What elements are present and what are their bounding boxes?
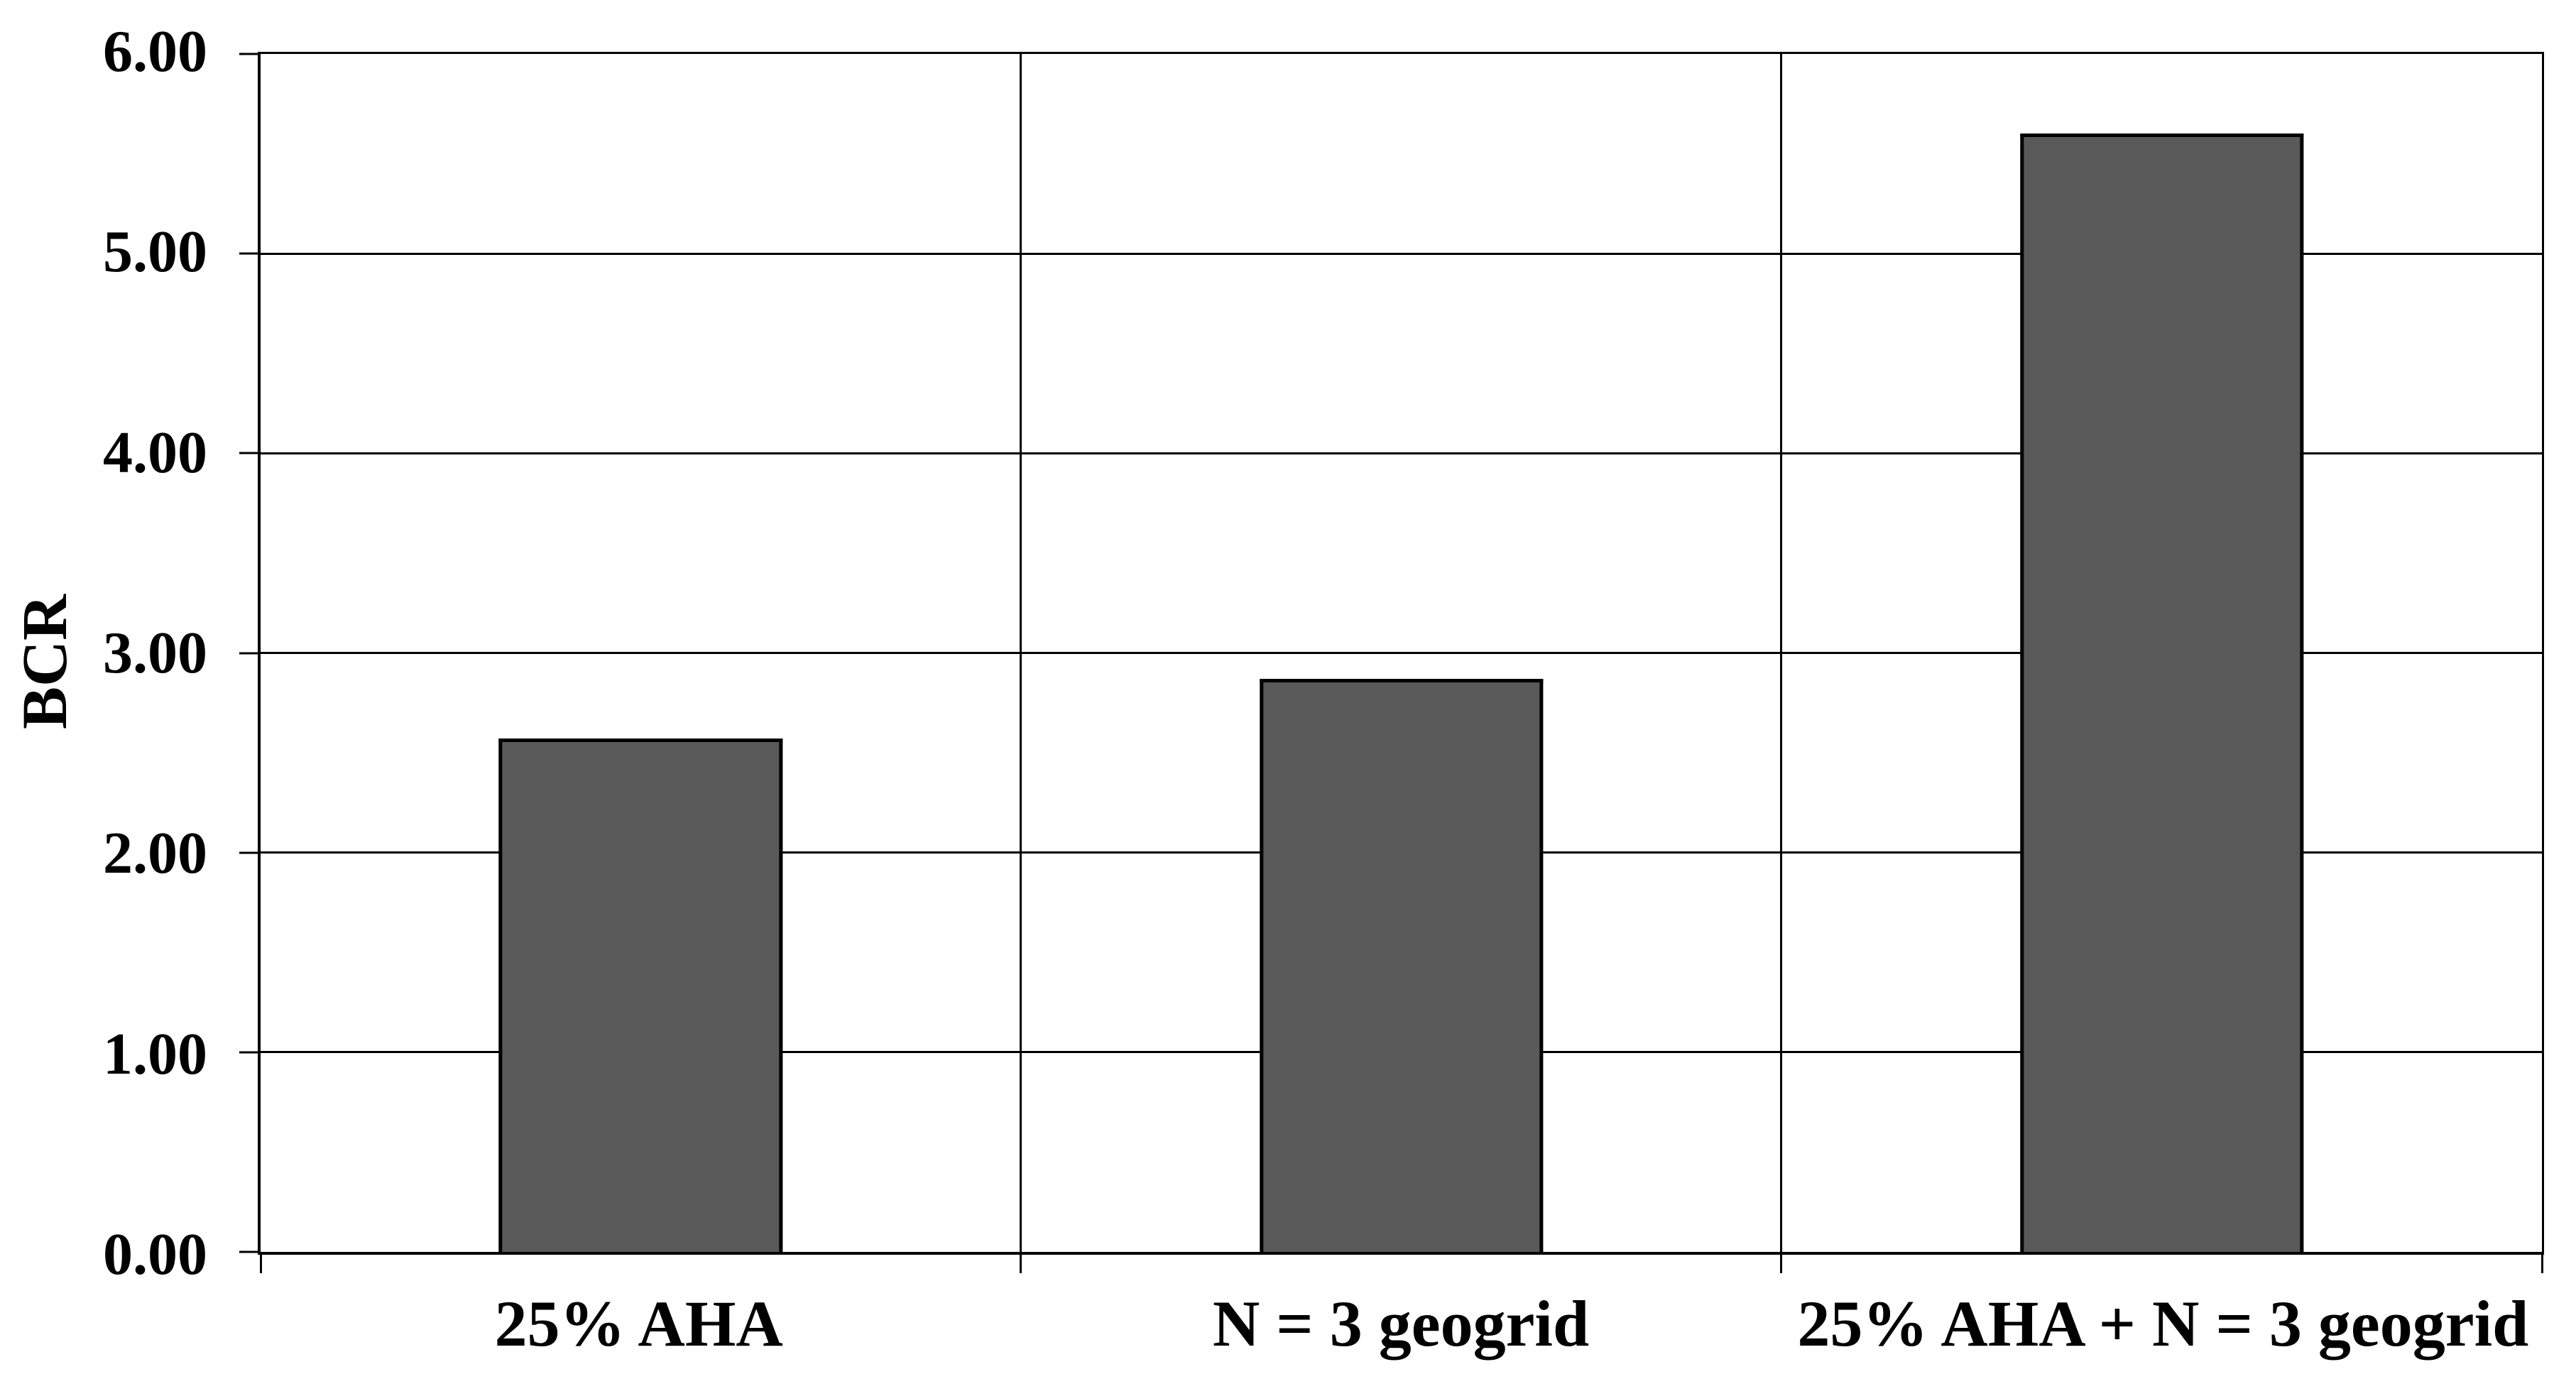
gridline xyxy=(261,252,2542,255)
y-tick-mark xyxy=(239,851,258,854)
gridline xyxy=(261,452,2542,454)
y-tick-mark xyxy=(239,452,258,454)
x-axis-labels: 25% AHA N = 3 geogrid 25% AHA + N = 3 geog… xyxy=(258,1291,2544,1376)
y-tick-mark xyxy=(239,252,258,255)
x-tick-mark xyxy=(1780,1252,1783,1273)
y-tick-label: 2.00 xyxy=(103,820,207,887)
y-tick-mark xyxy=(239,1250,258,1253)
y-tick-label: 1.00 xyxy=(103,1020,207,1087)
y-tick-label: 4.00 xyxy=(103,419,207,486)
plot-area xyxy=(239,52,2544,1273)
category-divider xyxy=(1780,54,1783,1252)
y-tick-label: 3.00 xyxy=(103,620,207,686)
x-category-label: N = 3 geogrid xyxy=(1212,1287,1590,1360)
y-tick-mark xyxy=(239,1051,258,1054)
x-tick-mark xyxy=(259,1252,262,1273)
y-tick-label: 5.00 xyxy=(103,219,207,285)
bar-2 xyxy=(1259,679,1544,1252)
y-tick-mark xyxy=(239,652,258,654)
x-category-label: 25% AHA xyxy=(494,1287,783,1360)
y-tick-label: 6.00 xyxy=(103,18,207,85)
y-tick-mark xyxy=(239,53,258,55)
gridline xyxy=(261,652,2542,654)
y-tick-label: 0.00 xyxy=(103,1221,207,1287)
x-tick-mark xyxy=(2540,1252,2543,1273)
x-tick-mark xyxy=(1020,1252,1022,1273)
bar-3 xyxy=(2019,133,2304,1252)
x-category-label: 25% AHA + N = 3 geogrid xyxy=(1797,1287,2529,1360)
bar-1 xyxy=(498,738,783,1252)
category-divider xyxy=(1020,54,1022,1252)
y-axis-labels: 0.00 1.00 2.00 3.00 4.00 5.00 6.00 xyxy=(0,22,207,1285)
